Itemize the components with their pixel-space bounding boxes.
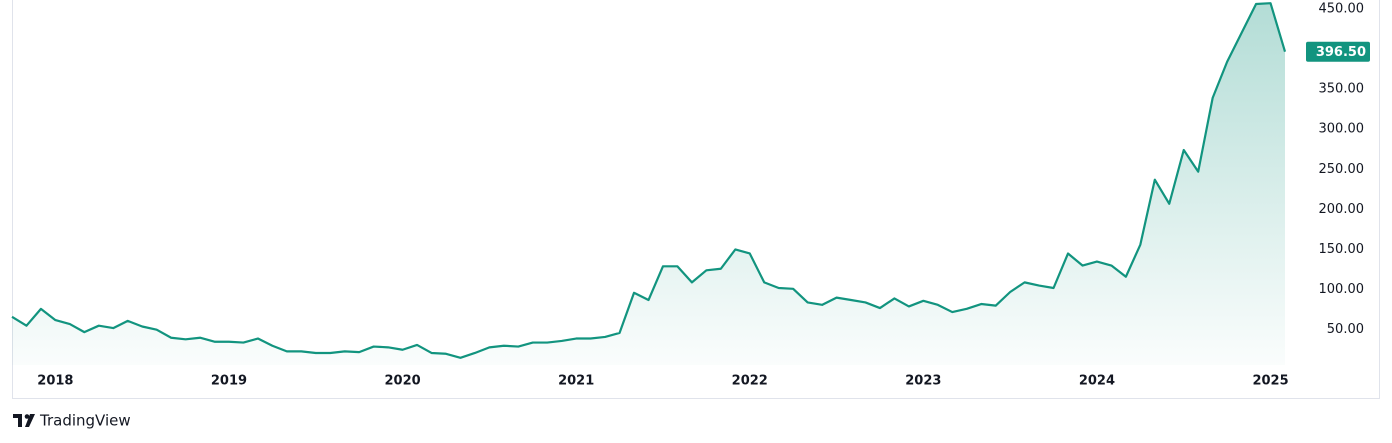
x-tick-label: 2020: [384, 374, 420, 389]
y-tick-label: 250.00: [1319, 162, 1365, 177]
logo: [13, 414, 35, 427]
x-tick-label: 2019: [211, 374, 247, 389]
y-tick-label: 50.00: [1327, 322, 1364, 337]
frame: [12, 0, 1380, 399]
x-tick-label: 2018: [37, 374, 73, 389]
branding: TradingView: [39, 412, 131, 430]
y-tick-label: 350.00: [1319, 82, 1365, 97]
y-tick-label: 200.00: [1319, 202, 1365, 217]
x-tick-label: 2021: [558, 374, 594, 389]
y-tick-label: 300.00: [1319, 122, 1365, 137]
y-tick-label: 100.00: [1319, 282, 1365, 297]
y-tick-label: 450.00: [1319, 1, 1365, 16]
last-value-label: 396.50: [1316, 45, 1366, 60]
x-tick-label: 2022: [732, 374, 768, 389]
x-tick-label: 2024: [1079, 374, 1115, 389]
x-tick-label: 2025: [1252, 374, 1288, 389]
y-tick-label: 150.00: [1319, 242, 1365, 257]
x-tick-label: 2023: [905, 374, 941, 389]
area-fill: [12, 3, 1285, 366]
price-line: [11, 2, 1287, 359]
last-value-box: [1306, 41, 1370, 62]
